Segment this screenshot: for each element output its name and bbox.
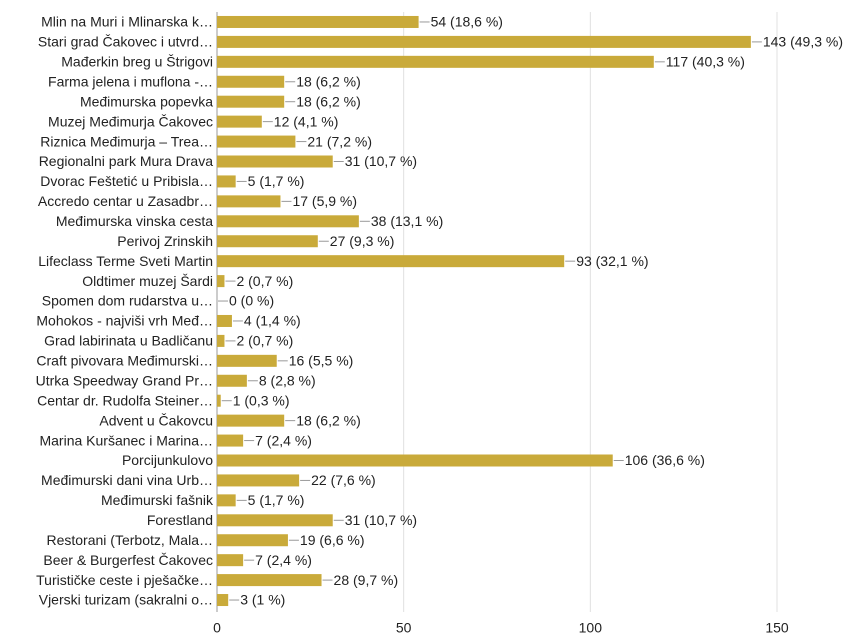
y-tick-label: Vjerski turizam (sakralni o… (39, 592, 213, 608)
bar (217, 394, 221, 407)
y-tick-label: Mohokos - najviši vrh Međ… (36, 313, 213, 329)
value-label: 27 (9,3 %) (330, 233, 395, 249)
bar (217, 15, 419, 28)
bar (217, 574, 322, 587)
x-tick-label: 150 (765, 620, 789, 636)
value-label: 18 (6,2 %) (296, 73, 361, 89)
value-label: 19 (6,6 %) (300, 532, 365, 548)
bar (217, 75, 285, 88)
x-tick-label: 50 (396, 620, 412, 636)
x-tick-label: 0 (213, 620, 221, 636)
bar (217, 594, 229, 607)
value-label: 93 (32,1 %) (576, 253, 648, 269)
bar (217, 235, 318, 248)
y-tick-label: Beer & Burgerfest Čakovec (43, 552, 213, 568)
y-tick-label: Restorani (Terbotz, Mala… (46, 532, 213, 548)
y-tick-label: Advent u Čakovcu (99, 412, 213, 428)
value-label: 16 (5,5 %) (289, 353, 354, 369)
y-tick-label: Dvorac Feštetić u Pribisla… (40, 173, 213, 189)
value-label: 21 (7,2 %) (307, 133, 372, 149)
value-label: 117 (40,3 %) (666, 54, 745, 70)
bar (217, 175, 236, 188)
y-tick-label: Marina Kuršanec i Marina… (39, 432, 213, 448)
y-tick-label: Turističke ceste i pješačke… (36, 572, 213, 588)
value-label: 7 (2,4 %) (255, 432, 312, 448)
bar (217, 374, 247, 387)
value-label: 5 (1,7 %) (248, 492, 305, 508)
y-tick-label: Farma jelena i muflona -… (48, 73, 213, 89)
y-tick-label: Muzej Međimurja Čakovec (48, 113, 213, 129)
value-label: 31 (10,7 %) (345, 512, 417, 528)
value-label: 2 (0,7 %) (236, 273, 293, 289)
y-tick-label: Accredo centar u Zasadbr… (38, 193, 213, 209)
y-tick-label: Mađerkin breg u Štrigovi (61, 54, 213, 70)
value-label: 54 (18,6 %) (431, 14, 503, 30)
y-tick-label: Međimurski dani vina Urb… (41, 472, 213, 488)
bar (217, 554, 244, 567)
value-label: 12 (4,1 %) (274, 113, 339, 129)
value-label: 31 (10,7 %) (345, 153, 417, 169)
bar (217, 354, 277, 367)
bar (217, 474, 300, 487)
bar (217, 155, 333, 168)
value-label: 8 (2,8 %) (259, 372, 316, 388)
y-tick-label: Forestland (147, 512, 213, 528)
value-label: 2 (0,7 %) (236, 333, 293, 349)
y-tick-label: Craft pivovara Međimurski… (36, 353, 213, 369)
y-tick-label: Lifeclass Terme Sveti Martin (38, 253, 213, 269)
y-tick-label: Oldtimer muzej Šardi (82, 273, 213, 289)
value-label: 7 (2,4 %) (255, 552, 312, 568)
y-tick-label: Centar dr. Rudolfa Steiner… (37, 392, 213, 408)
value-label: 1 (0,3 %) (233, 392, 290, 408)
y-tick-label: Stari grad Čakovec i utvrd… (38, 34, 213, 50)
bar (217, 95, 285, 108)
bar (217, 195, 281, 208)
value-label: 38 (13,1 %) (371, 213, 443, 229)
bar (217, 115, 262, 128)
y-tick-label: Međimurska vinska cesta (56, 213, 213, 229)
bar (217, 314, 232, 327)
y-tick-label: Međimurski fašnik (101, 492, 214, 508)
bar (217, 35, 751, 48)
bar (217, 55, 654, 68)
y-tick-label: Porcijunkulovo (122, 452, 213, 468)
bar (217, 434, 244, 447)
bar (217, 275, 225, 288)
y-tick-label: Grad labirinata u Badličanu (44, 333, 213, 349)
y-tick-label: Međimurska popevka (80, 93, 213, 109)
value-label: 0 (0 %) (229, 293, 274, 309)
value-label: 3 (1 %) (240, 592, 285, 608)
y-tick-label: Mlin na Muri i Mlinarska k… (41, 14, 213, 30)
y-tick-label: Regionalni park Mura Drava (39, 153, 214, 169)
bar (217, 534, 288, 547)
value-label: 143 (49,3 %) (763, 34, 843, 50)
bar (217, 514, 333, 527)
bar (217, 334, 225, 347)
y-tick-label: Perivoj Zrinskih (117, 233, 213, 249)
value-label: 18 (6,2 %) (296, 93, 361, 109)
y-tick-label: Utrka Speedway Grand Pr… (36, 372, 213, 388)
bar (217, 255, 565, 268)
value-label: 5 (1,7 %) (248, 173, 305, 189)
value-label: 18 (6,2 %) (296, 412, 361, 428)
bar (217, 135, 296, 148)
y-tick-label: Riznica Međimurja – Trea… (40, 133, 213, 149)
y-tick-label: Spomen dom rudarstva u… (42, 293, 213, 309)
bar (217, 454, 613, 467)
bar (217, 414, 285, 427)
x-tick-label: 100 (579, 620, 603, 636)
value-label: 22 (7,6 %) (311, 472, 376, 488)
value-label: 4 (1,4 %) (244, 313, 301, 329)
bar (217, 215, 359, 228)
value-label: 17 (5,9 %) (292, 193, 357, 209)
value-label: 106 (36,6 %) (625, 452, 705, 468)
bar (217, 494, 236, 507)
value-label: 28 (9,7 %) (334, 572, 399, 588)
